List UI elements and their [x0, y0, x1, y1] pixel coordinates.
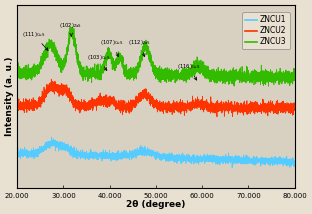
Text: (103)$_{\mathregular{CuS}}$: (103)$_{\mathregular{CuS}}$: [86, 53, 110, 70]
Text: (107)$_{\mathregular{CuS}}$: (107)$_{\mathregular{CuS}}$: [100, 38, 124, 57]
Text: (112)$_{\mathregular{ZaS}}$: (112)$_{\mathregular{ZaS}}$: [128, 38, 151, 56]
Text: (111)$_{\mathregular{CuS}}$: (111)$_{\mathregular{CuS}}$: [22, 30, 48, 51]
X-axis label: 2θ (degree): 2θ (degree): [126, 200, 186, 209]
Text: (116)$_{\mathregular{CuS}}$: (116)$_{\mathregular{CuS}}$: [177, 62, 200, 80]
Legend: ZNCU1, ZNCU2, ZNCU3: ZNCU1, ZNCU2, ZNCU3: [242, 12, 290, 49]
Text: (102)$_{\mathregular{ZaS}}$: (102)$_{\mathregular{ZaS}}$: [59, 21, 82, 36]
Y-axis label: Intensity (a. u.): Intensity (a. u.): [5, 57, 14, 136]
